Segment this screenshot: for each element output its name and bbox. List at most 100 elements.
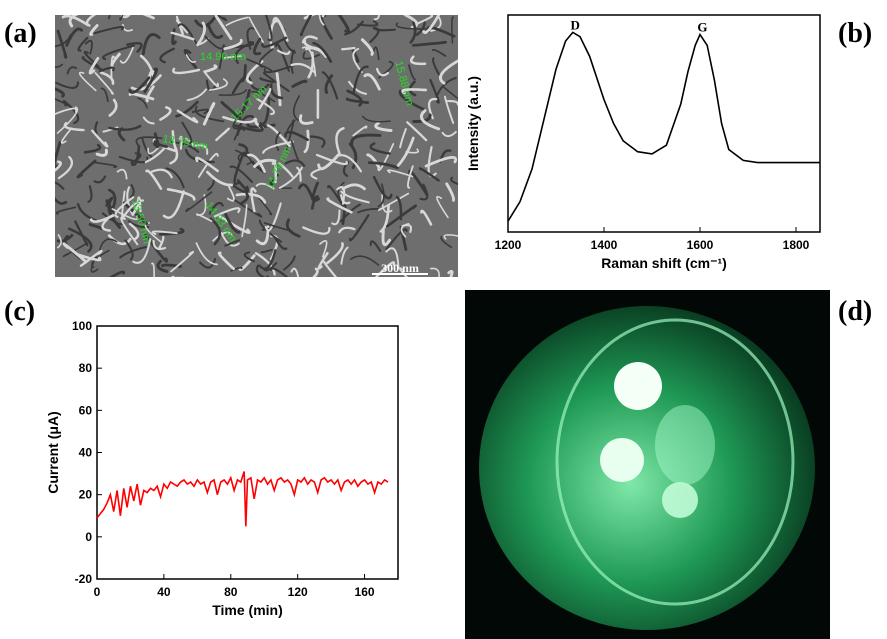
fiber <box>369 142 391 155</box>
fiber <box>55 107 78 115</box>
fiber <box>255 97 276 116</box>
fiber <box>130 74 162 91</box>
fiber <box>132 238 152 264</box>
fiber <box>232 112 243 130</box>
fiber <box>396 136 415 167</box>
fiber <box>208 78 228 91</box>
fiber <box>111 208 139 221</box>
fiber <box>128 92 155 101</box>
fiber <box>385 247 400 269</box>
fiber <box>253 158 277 168</box>
fiber <box>236 114 255 136</box>
fiber <box>340 246 349 265</box>
fiber <box>203 64 218 74</box>
fiber <box>318 15 325 26</box>
fiber <box>409 21 417 44</box>
fiber <box>143 67 159 94</box>
fiber <box>152 239 167 251</box>
fiber <box>100 71 115 85</box>
fiber <box>68 15 79 28</box>
fiber <box>238 254 256 271</box>
fiber <box>55 196 68 205</box>
fiber <box>357 207 379 214</box>
fiber <box>76 159 97 179</box>
fiber <box>250 83 270 92</box>
y-tick-label: 100 <box>72 319 92 333</box>
fiber <box>337 154 363 173</box>
fiber <box>312 267 319 277</box>
fiber <box>431 48 447 57</box>
fiber <box>335 127 345 155</box>
fiber <box>206 170 234 187</box>
fiber <box>431 57 440 76</box>
fiber <box>323 260 338 277</box>
fiber <box>326 197 353 214</box>
fiber <box>274 237 288 251</box>
fiber <box>415 15 434 25</box>
fiber <box>401 88 428 95</box>
fiber <box>406 121 428 142</box>
fiber <box>218 215 251 234</box>
fiber <box>375 67 390 77</box>
fiber <box>398 267 409 277</box>
fiber <box>386 204 418 228</box>
fiber <box>251 90 276 103</box>
fiber <box>88 56 100 75</box>
fiber <box>258 249 277 270</box>
fiber <box>409 55 427 66</box>
fiber <box>195 156 219 173</box>
fiber <box>337 15 350 34</box>
fiber <box>108 98 118 117</box>
fiber <box>248 16 264 43</box>
fiber <box>170 275 185 277</box>
peak-label: D <box>571 17 580 32</box>
fiber <box>55 98 69 107</box>
fiber <box>352 47 363 74</box>
fiber <box>265 15 273 42</box>
fiber <box>367 161 399 170</box>
fiber <box>302 51 321 60</box>
fiber <box>136 196 142 213</box>
fiber <box>415 21 426 36</box>
fiber <box>303 129 310 154</box>
fiber <box>55 87 65 98</box>
fiber <box>284 130 309 142</box>
fiber <box>151 262 155 277</box>
fiber <box>299 15 313 37</box>
fiber <box>443 86 458 100</box>
fiber <box>229 165 254 184</box>
fiber <box>345 97 370 104</box>
y-tick-label: 20 <box>79 488 93 502</box>
fiber <box>445 182 456 202</box>
panel-label: (b) <box>838 18 872 49</box>
fiber <box>349 214 370 242</box>
fiber <box>399 128 407 149</box>
fiber <box>119 15 124 21</box>
fiber <box>341 46 356 51</box>
fiber <box>102 44 135 61</box>
fiber <box>183 49 198 69</box>
fiber <box>176 109 199 124</box>
sem-background <box>55 15 458 277</box>
fiber <box>262 140 294 154</box>
fiber <box>338 226 356 234</box>
fiber <box>175 100 199 118</box>
fiber <box>348 142 358 170</box>
fiber <box>108 124 142 131</box>
fiber <box>263 262 278 272</box>
fiber <box>122 23 133 32</box>
fiber <box>278 162 294 178</box>
fiber <box>88 223 104 230</box>
fiber <box>406 165 414 189</box>
fiber <box>324 74 334 94</box>
fiber <box>246 153 266 173</box>
x-tick-label: 120 <box>288 585 308 599</box>
fiber <box>310 195 319 210</box>
fiber <box>284 159 306 167</box>
fiber <box>356 20 379 27</box>
fiber <box>61 15 89 27</box>
fiber <box>109 270 126 277</box>
fiber <box>185 54 197 63</box>
fiber <box>315 153 348 166</box>
fiber <box>302 226 331 235</box>
